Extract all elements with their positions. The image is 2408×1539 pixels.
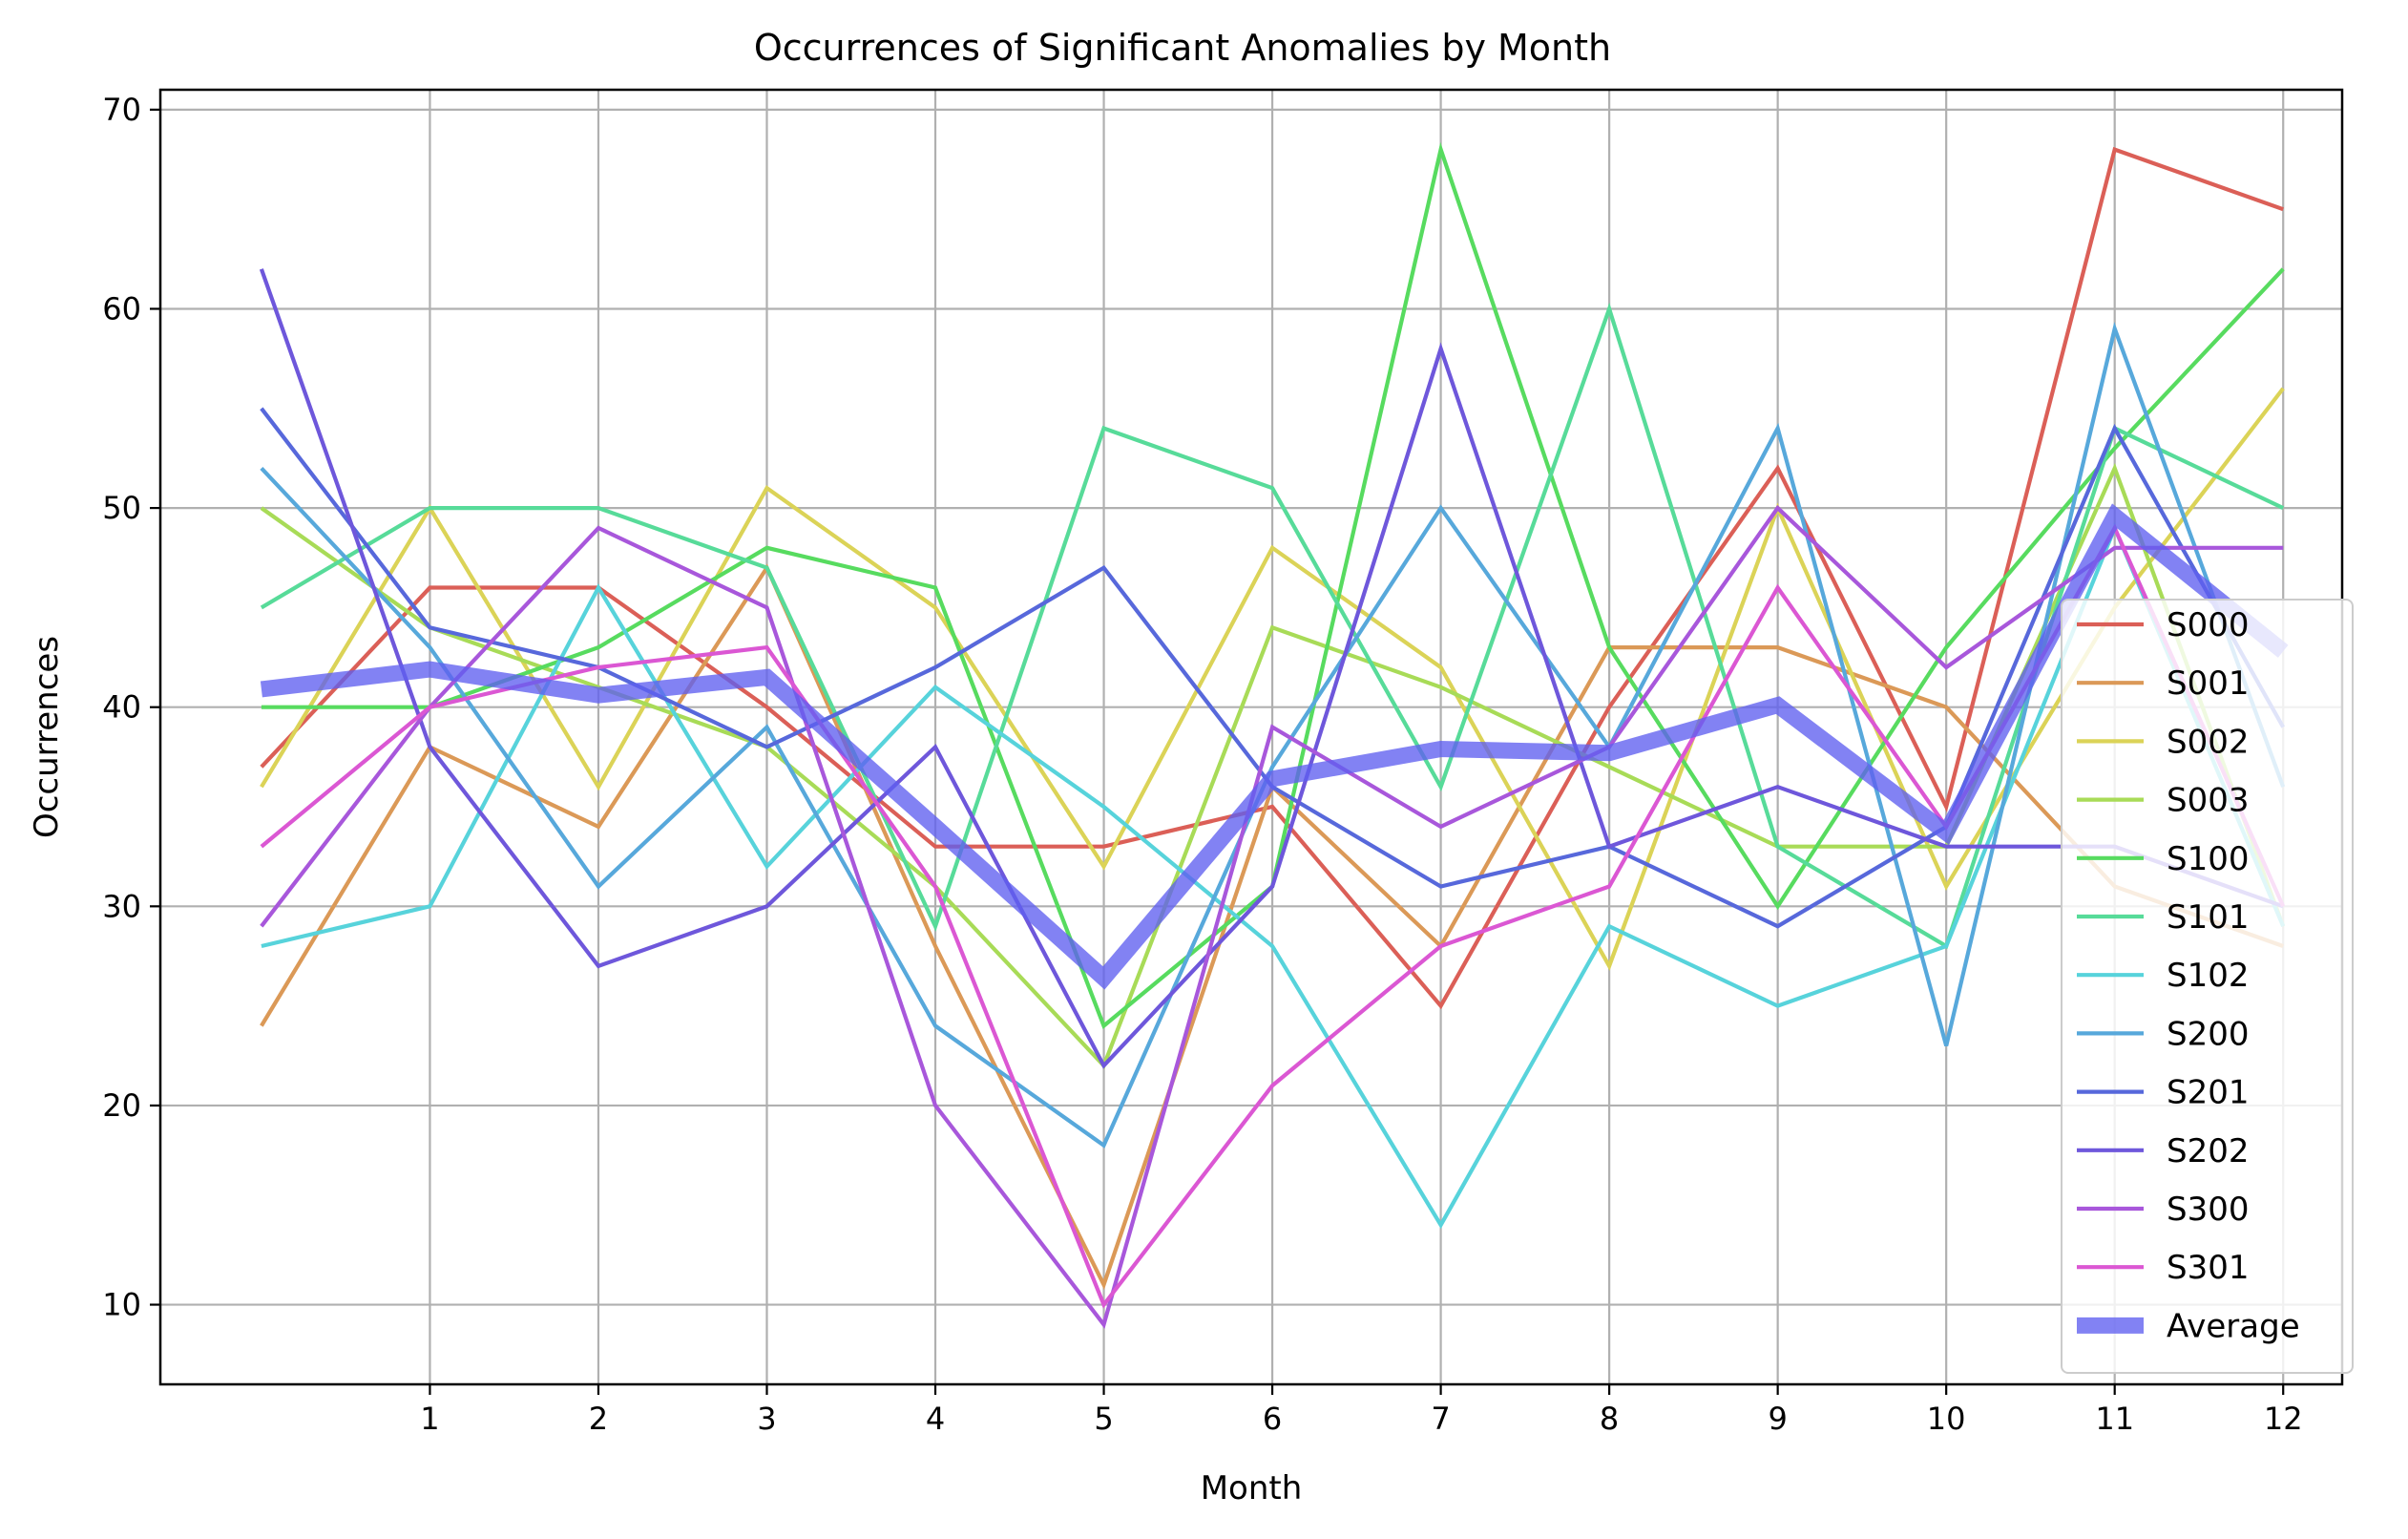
legend-label: S001	[2167, 664, 2249, 703]
legend-label: S200	[2167, 1015, 2249, 1053]
y-tick-label: 40	[102, 689, 141, 726]
x-tick-label: 10	[1927, 1401, 1966, 1437]
legend-entry-s300: S300	[2077, 1191, 2249, 1229]
x-tick-label: 3	[757, 1401, 776, 1437]
x-tick-label: 5	[1094, 1401, 1113, 1437]
x-tick-label: 2	[589, 1401, 608, 1437]
legend-label: S102	[2167, 957, 2249, 995]
x-tick-label: 9	[1768, 1401, 1787, 1437]
y-tick-label: 70	[102, 92, 141, 128]
y-tick-label: 50	[102, 490, 141, 526]
chart-title: Occurrences of Significant Anomalies by …	[754, 27, 1611, 69]
y-tick-label: 30	[102, 888, 141, 924]
series-line-s002	[260, 387, 2285, 971]
legend-label: Average	[2167, 1307, 2300, 1345]
legend-label: S100	[2167, 840, 2249, 878]
y-tick-label: 20	[102, 1087, 141, 1124]
x-axis-label: Month	[1201, 1469, 1303, 1507]
legend-label: S201	[2167, 1074, 2249, 1112]
legend-label: S002	[2167, 723, 2249, 761]
series-line-s200	[260, 322, 2286, 1149]
legend-label: S301	[2167, 1249, 2249, 1287]
legend-entry-s202: S202	[2077, 1132, 2249, 1170]
legend-label: S000	[2167, 606, 2249, 644]
x-tick-label: 4	[926, 1401, 945, 1437]
grid-lines	[160, 90, 2342, 1384]
legend-label: S300	[2167, 1191, 2249, 1229]
series-layer	[259, 141, 2289, 1329]
legend-label: S202	[2167, 1132, 2249, 1170]
y-tick-label: 10	[102, 1287, 141, 1323]
x-axis-ticks: 1 2 3 4 5 6 7 8 9 10 11 12	[420, 1384, 2303, 1437]
x-tick-label: 1	[420, 1401, 439, 1437]
legend-entry-s001: S001	[2077, 664, 2249, 703]
x-tick-label: 8	[1600, 1401, 1619, 1437]
legend-entry-s201: S201	[2077, 1074, 2249, 1112]
series-line-s300	[260, 504, 2284, 1329]
legend-entry-average: Average	[2077, 1307, 2300, 1345]
legend-entry-s200: S200	[2077, 1015, 2249, 1053]
y-axis-label: Occurrences	[28, 636, 66, 838]
legend-label: S101	[2167, 898, 2249, 937]
legend-entry-s101: S101	[2077, 898, 2249, 937]
legend-entry-s000: S000	[2077, 606, 2249, 644]
legend-label: S003	[2167, 782, 2249, 820]
legend-entry-s002: S002	[2077, 723, 2249, 761]
legend-entry-s102: S102	[2077, 957, 2249, 995]
x-tick-label: 7	[1431, 1401, 1450, 1437]
y-axis-ticks: 10 20 30 40 50 60 70	[102, 92, 160, 1323]
legend-entry-s003: S003	[2077, 782, 2249, 820]
legend: S000 S001 S002 S003 S100 S101 S102 S200 S201 S202…	[2061, 599, 2354, 1374]
series-line-average	[260, 503, 2289, 990]
y-tick-label: 60	[102, 290, 141, 327]
x-tick-label: 12	[2264, 1401, 2303, 1437]
x-tick-label: 11	[2095, 1401, 2134, 1437]
legend-box	[2061, 599, 2354, 1374]
series-line-s102	[261, 522, 2286, 1230]
x-tick-label: 6	[1263, 1401, 1282, 1437]
legend-entry-s100: S100	[2077, 840, 2249, 878]
series-line-s202	[259, 268, 2284, 1069]
legend-entry-s301: S301	[2077, 1249, 2249, 1287]
